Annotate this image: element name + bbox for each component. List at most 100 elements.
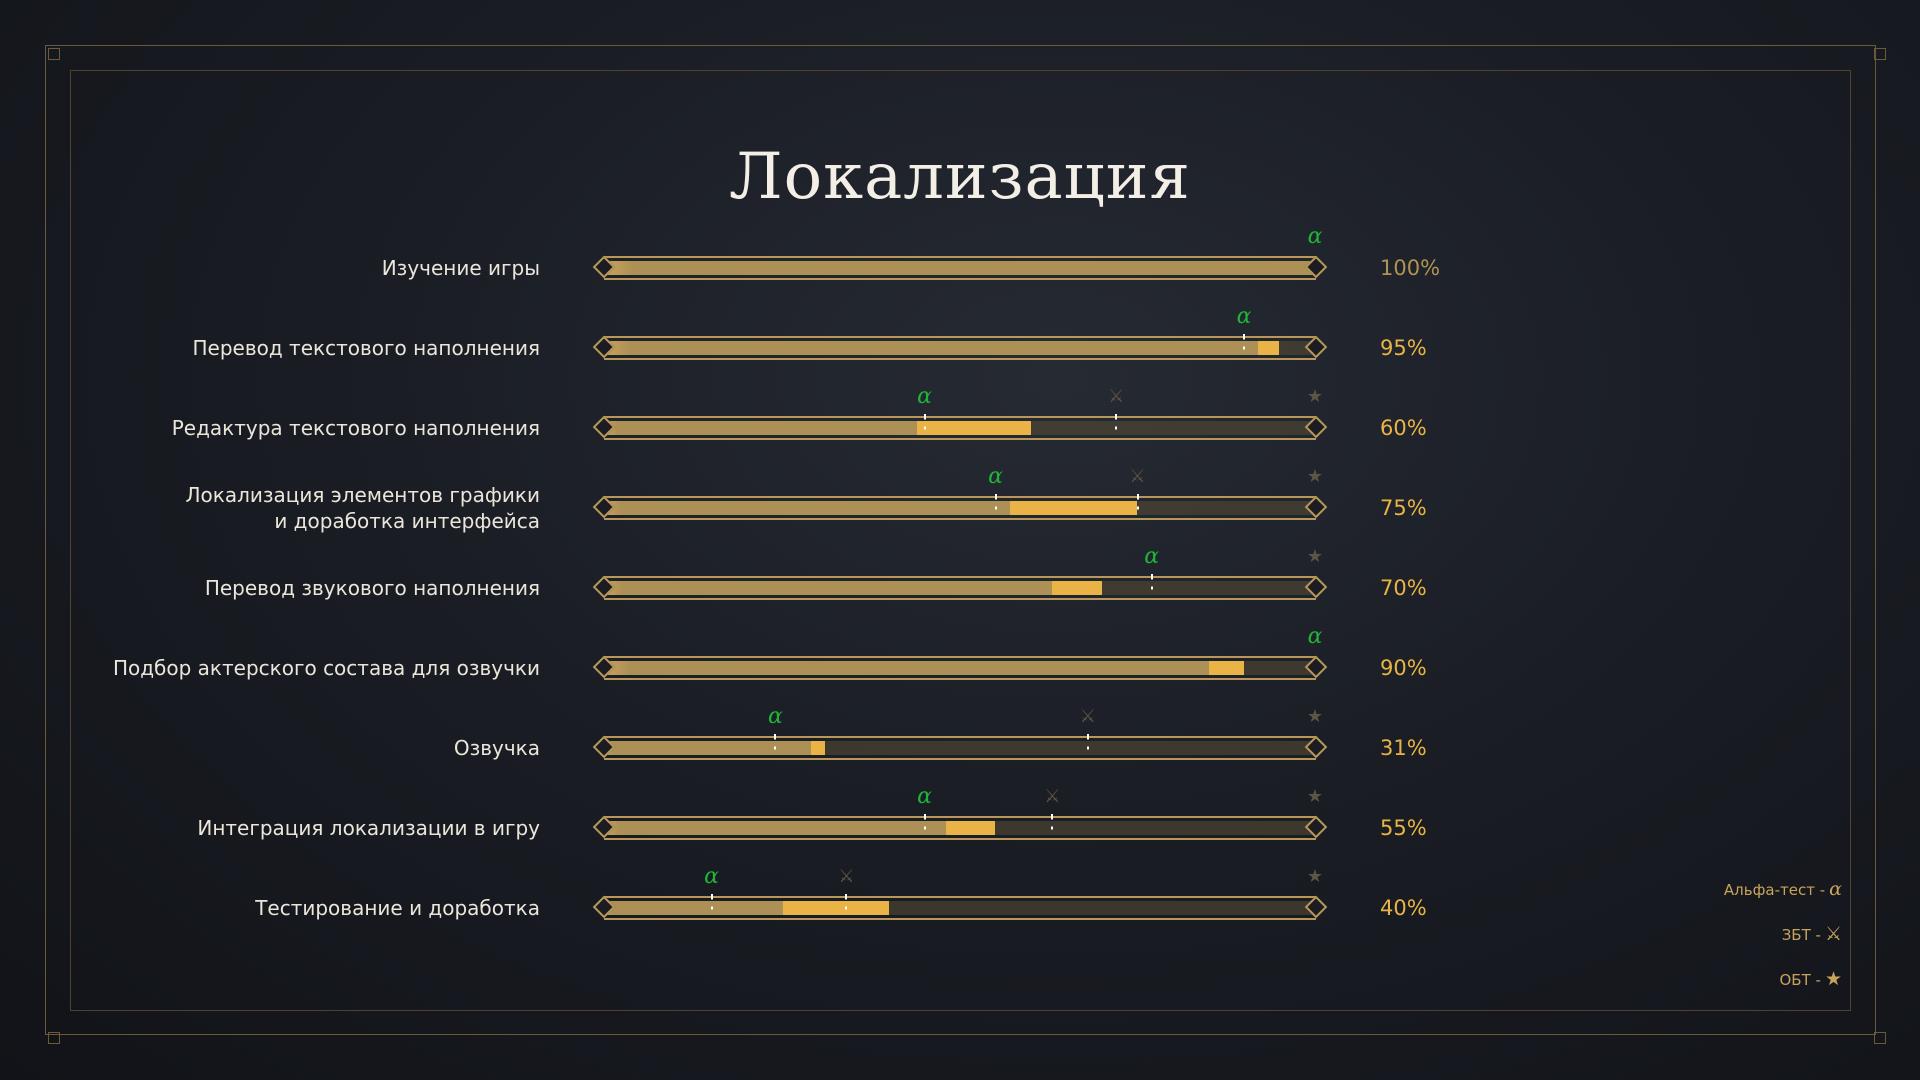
bar-border-bottom	[604, 598, 1316, 600]
progress-bar: α ⚔ ★	[592, 466, 1328, 522]
bar-fill-recent	[810, 741, 826, 755]
bar-fill-recent	[917, 421, 1031, 435]
crossed-swords-marker-icon: ⚔	[1129, 466, 1146, 487]
milestone-tick	[845, 894, 848, 922]
row-label: Тестирование и доработка	[255, 896, 540, 920]
alpha-marker-icon: α	[767, 704, 783, 729]
bar-border-top	[604, 416, 1316, 418]
alpha-marker-icon: α	[917, 384, 932, 409]
legend-zbt-label: ЗБТ -	[1781, 926, 1821, 944]
bar-track	[605, 501, 1315, 515]
alpha-marker-icon: α	[1236, 304, 1252, 329]
star-marker-icon: ★	[1306, 706, 1324, 727]
alpha-marker-icon: α	[1307, 624, 1323, 649]
frame-corner	[48, 48, 60, 60]
alpha-marker-icon: α	[704, 864, 719, 889]
outer-frame	[45, 45, 1876, 1035]
bar-track	[605, 341, 1315, 355]
bar-fill-recent	[1258, 341, 1280, 355]
legend-obt: ОБТ - ★	[1780, 968, 1843, 990]
row-label: Изучение игры	[381, 256, 540, 280]
bar-border-bottom	[604, 678, 1316, 680]
bar-fill-previous	[605, 501, 1010, 515]
frame-corner	[1874, 48, 1886, 60]
milestone-tick	[923, 414, 926, 442]
progress-row: Изучение игры α 100%	[0, 226, 1920, 348]
percent-value: 100%	[1380, 256, 1441, 280]
bar-border-bottom	[604, 518, 1316, 520]
progress-row: Тестирование и доработка α ⚔ ★ 40%	[0, 866, 1920, 988]
alpha-icon: α	[1829, 878, 1842, 900]
progress-bar: α ⚔ ★	[592, 866, 1328, 922]
star-marker-icon: ★	[1306, 386, 1324, 407]
star-marker-icon: ★	[1306, 466, 1324, 487]
row-label: Перевод звукового наполнения	[204, 576, 540, 600]
bar-border-bottom	[604, 918, 1316, 920]
bar-fill-previous	[605, 901, 783, 915]
milestone-tick	[1136, 494, 1139, 522]
milestone-tick	[923, 814, 926, 842]
star-marker-icon: ★	[1306, 546, 1324, 567]
bar-track	[605, 741, 1315, 755]
percent-value: 40%	[1380, 896, 1427, 920]
percent-value: 60%	[1380, 416, 1427, 440]
bar-border-top	[604, 736, 1316, 738]
crossed-swords-marker-icon: ⚔	[1108, 386, 1125, 407]
percent-value: 31%	[1380, 736, 1427, 760]
row-label: Перевод текстового наполнения	[192, 336, 540, 360]
legend-alpha-label: Альфа-тест -	[1723, 881, 1826, 899]
bar-fill-previous	[605, 421, 918, 435]
milestone-tick	[1243, 334, 1245, 362]
row-label: Редактура текстового наполнения	[171, 416, 540, 440]
progress-row: Локализация элементов графики и доработк…	[0, 466, 1920, 588]
progress-bar: α ★	[592, 546, 1328, 602]
inner-frame	[70, 70, 1851, 1011]
bar-border-top	[604, 656, 1316, 658]
bar-fill-previous	[605, 261, 1315, 275]
crossed-swords-marker-icon: ⚔	[838, 866, 855, 887]
progress-bar: α	[592, 626, 1328, 680]
progress-row: Редактура текстового наполнения α ⚔ ★ 60%	[0, 386, 1920, 508]
progress-row: Перевод текстового наполнения α 95%	[0, 306, 1920, 428]
progress-bar: α ⚔ ★	[592, 386, 1328, 442]
percent-value: 70%	[1380, 576, 1427, 600]
progress-bar: α ⚔ ★	[592, 786, 1328, 842]
percent-value: 90%	[1380, 656, 1427, 680]
bar-fill-recent	[782, 901, 889, 915]
bar-fill-recent	[1052, 581, 1102, 595]
bar-border-top	[604, 496, 1316, 498]
bar-fill-recent	[1009, 501, 1138, 515]
star-marker-icon: ★	[1306, 786, 1324, 807]
alpha-marker-icon: α	[988, 464, 1003, 489]
row-label: Интеграция локализации в игру	[197, 816, 540, 840]
bar-border-top	[604, 816, 1316, 818]
bar-border-bottom	[604, 278, 1316, 280]
bar-border-bottom	[604, 758, 1316, 760]
bar-fill-recent	[1208, 661, 1244, 675]
legend-zbt: ЗБТ - ⚔	[1782, 923, 1842, 945]
milestone-tick	[994, 494, 997, 522]
bar-fill-previous	[605, 741, 811, 755]
crossed-swords-icon: ⚔	[1824, 923, 1842, 945]
bar-border-top	[604, 336, 1316, 338]
milestone-tick	[710, 894, 713, 922]
bar-fill-previous	[605, 821, 946, 835]
row-label: Озвучка	[453, 736, 540, 760]
bar-fill-previous	[605, 661, 1209, 675]
progress-row: Озвучка α ⚔ ★ 31%	[0, 706, 1920, 828]
bar-track	[605, 421, 1315, 435]
bar-track	[605, 581, 1315, 595]
bar-border-bottom	[604, 438, 1316, 440]
row-label: Локализация элементов графики и доработк…	[185, 483, 540, 533]
milestone-tick	[1115, 414, 1118, 442]
page-title: Локализация	[729, 140, 1191, 214]
legend-alpha: Альфа-тест -α	[1724, 878, 1842, 900]
bar-border-top	[604, 576, 1316, 578]
bar-track	[605, 901, 1315, 915]
bar-border-bottom	[604, 838, 1316, 840]
frame-corner	[48, 1032, 60, 1044]
percent-value: 75%	[1380, 496, 1427, 520]
frame-corner	[1874, 1032, 1886, 1044]
progress-bar: α	[592, 226, 1328, 280]
bar-track	[605, 261, 1315, 275]
